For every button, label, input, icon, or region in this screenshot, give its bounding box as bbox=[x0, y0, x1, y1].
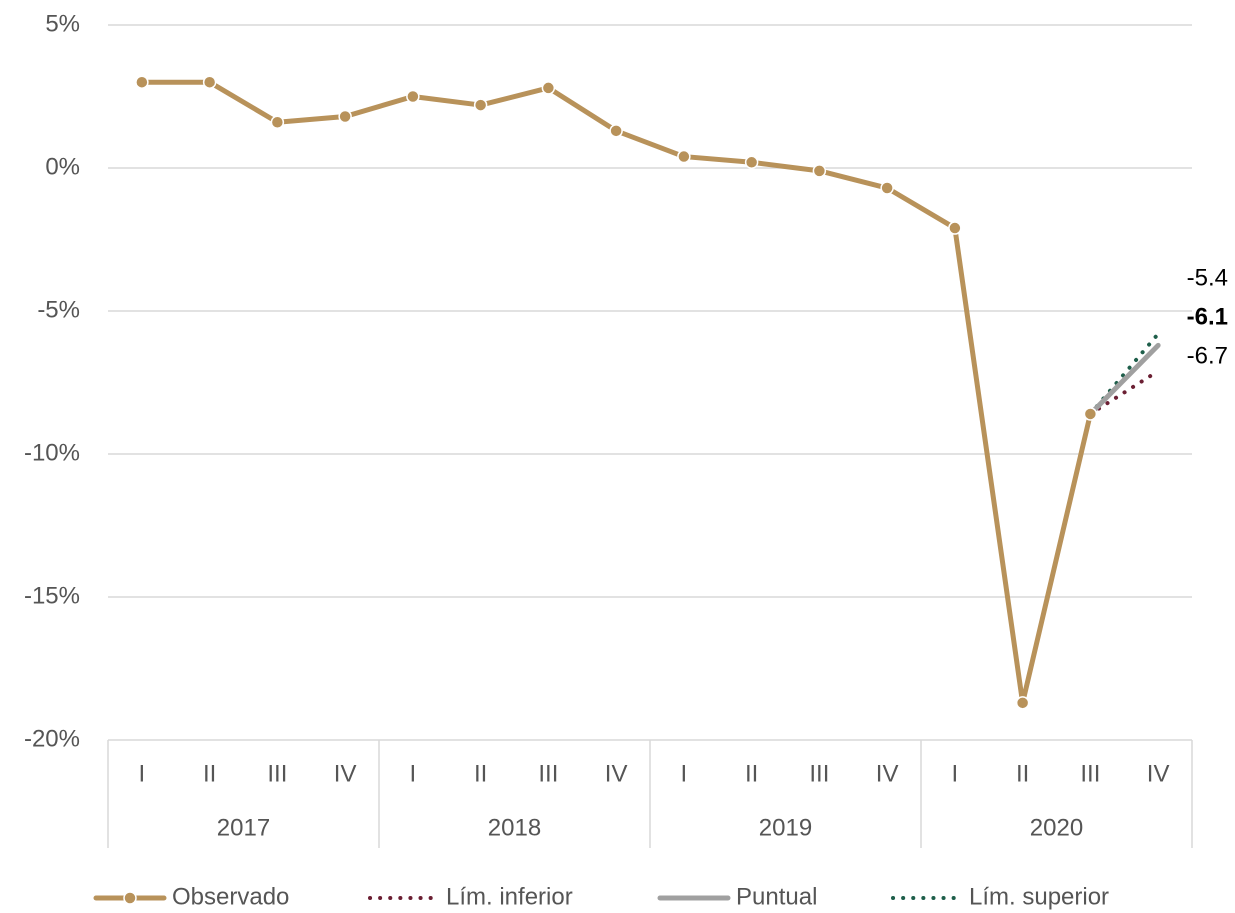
x-tick-label: IV bbox=[605, 760, 628, 787]
legend-label: Puntual bbox=[736, 883, 817, 910]
year-label: 2017 bbox=[217, 814, 270, 841]
marker bbox=[609, 124, 623, 138]
x-tick-label: III bbox=[267, 760, 287, 787]
marker bbox=[1015, 696, 1030, 710]
x-tick-label: IV bbox=[334, 760, 357, 787]
marker bbox=[812, 164, 827, 178]
marker bbox=[202, 75, 217, 89]
marker bbox=[473, 98, 488, 112]
legend-label: Lím. superior bbox=[969, 883, 1109, 910]
annotation: -5.4 bbox=[1187, 264, 1228, 291]
x-tick-label: IV bbox=[876, 760, 899, 787]
x-tick-label: III bbox=[809, 760, 829, 787]
series-line bbox=[1088, 331, 1161, 416]
legend-marker bbox=[123, 891, 137, 905]
marker bbox=[677, 149, 691, 164]
x-tick-label: II bbox=[1016, 760, 1029, 787]
marker bbox=[948, 221, 962, 235]
marker bbox=[406, 89, 420, 104]
year-label: 2019 bbox=[759, 814, 812, 841]
x-tick-label: I bbox=[681, 760, 688, 787]
y-tick-label: -20% bbox=[24, 725, 80, 752]
marker bbox=[541, 81, 556, 95]
year-label: 2018 bbox=[488, 814, 541, 841]
x-tick-label: IV bbox=[1147, 760, 1170, 787]
x-tick-label: II bbox=[474, 760, 487, 787]
y-tick-label: 5% bbox=[45, 10, 80, 37]
series-line bbox=[1088, 369, 1161, 416]
annotation: -6.1 bbox=[1187, 303, 1228, 330]
x-tick-label: III bbox=[1080, 760, 1100, 787]
marker bbox=[270, 115, 285, 129]
legend-label: Lím. inferior bbox=[446, 883, 573, 910]
marker bbox=[338, 109, 352, 124]
marker bbox=[880, 181, 894, 195]
marker bbox=[1083, 407, 1098, 421]
x-tick-label: II bbox=[203, 760, 216, 787]
legend-label: Observado bbox=[172, 883, 289, 910]
x-tick-label: I bbox=[952, 760, 959, 787]
y-tick-label: 0% bbox=[45, 153, 80, 180]
marker bbox=[135, 75, 149, 89]
x-tick-label: I bbox=[410, 760, 417, 787]
y-tick-label: -5% bbox=[37, 296, 80, 323]
year-label: 2020 bbox=[1030, 814, 1083, 841]
x-tick-label: III bbox=[538, 760, 558, 787]
series-line bbox=[139, 79, 1093, 706]
y-tick-label: -10% bbox=[24, 439, 80, 466]
annotation: -6.7 bbox=[1187, 342, 1228, 369]
series-line bbox=[1087, 342, 1161, 417]
y-tick-label: -15% bbox=[24, 582, 80, 609]
x-tick-label: I bbox=[139, 760, 146, 787]
x-tick-label: II bbox=[745, 760, 758, 787]
marker bbox=[744, 155, 759, 170]
